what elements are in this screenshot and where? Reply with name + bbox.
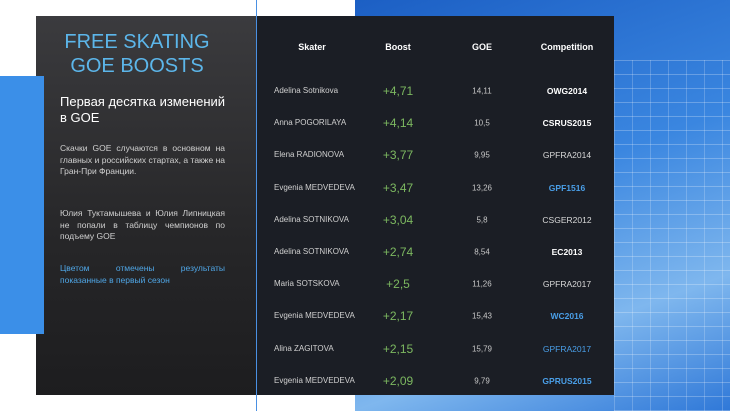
goe-value: 11,26 xyxy=(472,279,492,289)
skater-name: Evgenia MEDVEDEVA xyxy=(274,311,355,321)
competition: GPF1516 xyxy=(548,182,586,193)
competition: GPFRA2017 xyxy=(542,343,592,354)
boost-value: +4,71 xyxy=(382,84,414,98)
boost-value: +3,47 xyxy=(382,180,414,195)
boost-value: +2,15 xyxy=(382,341,414,356)
skater-name: Adelina SOTNIKOVA xyxy=(274,214,349,224)
skater-name: Evgenia MEDVEDEVA xyxy=(274,182,355,192)
boost-value: +4,14 xyxy=(382,116,414,131)
color-note: Цветом отмечены результаты показанные в … xyxy=(60,263,225,285)
competition: GPRUS2015 xyxy=(542,375,592,386)
column-header: Boost xyxy=(385,42,411,52)
competition: OWG2014 xyxy=(546,86,588,96)
goe-value: 9,95 xyxy=(474,150,490,160)
skater-name: Anna POGORILAYA xyxy=(274,118,347,128)
competition: CSGER2012 xyxy=(542,214,592,225)
boost-value: +3,77 xyxy=(382,148,414,163)
goe-value: 14,11 xyxy=(472,86,492,96)
competition: WC2016 xyxy=(550,311,584,322)
skater-name: Adelina SOTNIKOVA xyxy=(274,247,349,256)
goe-value: 13,26 xyxy=(471,183,493,193)
paragraph: Скачки GOE случаются в основном на главн… xyxy=(60,143,225,176)
skater-name: Maria SOTSKOVA xyxy=(274,279,340,289)
column-header: GOE xyxy=(471,42,492,52)
competition: GPFRA2017 xyxy=(542,279,592,290)
boost-value: +2,17 xyxy=(382,309,414,324)
goe-value: 5,8 xyxy=(476,215,488,225)
competition: CSRUS2015 xyxy=(542,118,592,129)
accent-bar xyxy=(0,76,44,334)
left-panel xyxy=(36,16,256,395)
competition: EC2013 xyxy=(551,247,583,257)
boost-value: +2,5 xyxy=(386,277,410,292)
goe-value: 9,79 xyxy=(474,376,490,386)
subtitle: Первая десятка изменений в GOE xyxy=(60,94,226,125)
skater-name: Elena RADIONOVA xyxy=(274,150,345,160)
competition: GPFRA2014 xyxy=(542,150,592,161)
slide-title: FREE SKATING GOE BOOSTS xyxy=(64,31,210,77)
boost-value: +3,04 xyxy=(382,212,414,227)
goe-value: 15,79 xyxy=(471,344,493,354)
paragraph: Юлия Туктамышева и Юлия Липницкая не поп… xyxy=(60,208,225,241)
goe-value: 8,54 xyxy=(474,247,490,257)
boost-value: +2,74 xyxy=(382,245,414,259)
goe-value: 15,43 xyxy=(471,311,493,321)
goe-value: 10,5 xyxy=(474,118,490,128)
building-windows xyxy=(614,60,730,411)
skater-name: Evgenia MEDVEDEVA xyxy=(274,375,355,385)
divider-line xyxy=(256,0,257,411)
skater-name: Alina ZAGITOVA xyxy=(274,343,334,353)
column-header: Competition xyxy=(540,42,594,52)
skater-name: Adelina Sotnikova xyxy=(274,86,339,95)
table-panel xyxy=(256,16,614,395)
boost-value: +2,09 xyxy=(382,373,414,388)
column-header: Skater xyxy=(298,42,326,52)
